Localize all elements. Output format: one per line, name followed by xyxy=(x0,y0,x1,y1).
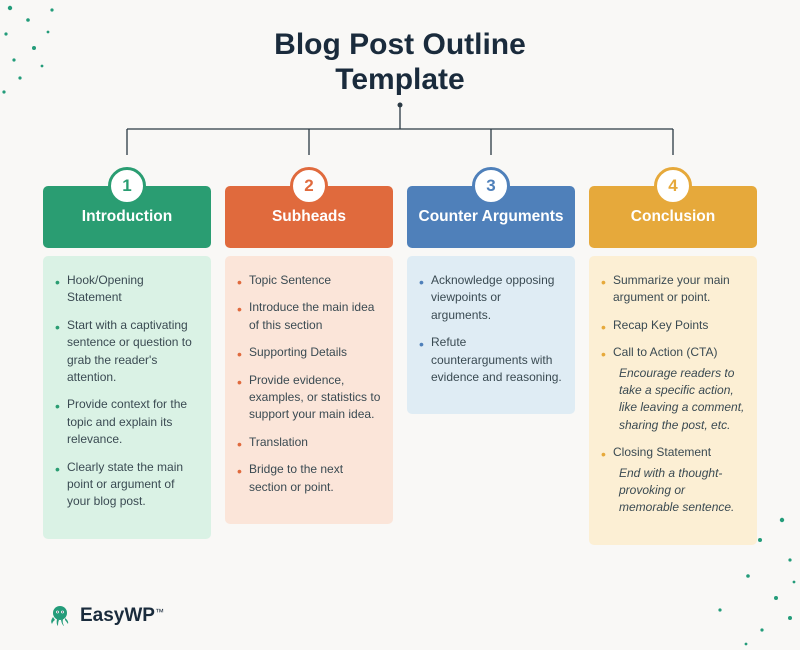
column-content: Summarize your main argument or point. Re… xyxy=(589,256,757,545)
column-badge: 3 xyxy=(472,167,510,205)
column-4: 4ConclusionSummarize your main argument … xyxy=(589,167,757,545)
list-item: Provide evidence, examples, or statistic… xyxy=(237,372,381,424)
columns-container: 1IntroductionHook/Opening StatementStart… xyxy=(0,167,800,545)
column-2: 2SubheadsTopic SentenceIntroduce the mai… xyxy=(225,167,393,545)
column-3: 3Counter ArgumentsAcknowledge opposing v… xyxy=(407,167,575,545)
column-badge: 2 xyxy=(290,167,328,205)
brand-name: EasyWP™ xyxy=(80,605,164,627)
list-item: Introduce the main idea of this section xyxy=(237,299,381,334)
list-item: Clearly state the main point or argument… xyxy=(55,459,199,511)
brand: EasyWP™ xyxy=(48,604,164,628)
list-item: Translation xyxy=(237,434,381,451)
list-item: Topic Sentence xyxy=(237,272,381,289)
list-item: Provide context for the topic and explai… xyxy=(55,396,199,448)
list-item: Hook/Opening Statement xyxy=(55,272,199,307)
octopus-icon xyxy=(48,604,72,628)
tree-connector xyxy=(0,97,800,167)
list-item: Bridge to the next section or point. xyxy=(237,461,381,496)
list-item: Acknowledge opposing viewpoints or argum… xyxy=(419,272,563,324)
column-badge: 1 xyxy=(108,167,146,205)
list-item: Recap Key Points xyxy=(601,317,745,334)
column-content: Acknowledge opposing viewpoints or argum… xyxy=(407,256,575,414)
list-item: Supporting Details xyxy=(237,344,381,361)
column-badge: 4 xyxy=(654,167,692,205)
list-item: Closing StatementEnd with a thought-prov… xyxy=(601,444,745,517)
page-title: Blog Post OutlineTemplate xyxy=(0,0,800,97)
list-item: Summarize your main argument or point. xyxy=(601,272,745,307)
list-item: Refute counterarguments with evidence an… xyxy=(419,334,563,386)
column-1: 1IntroductionHook/Opening StatementStart… xyxy=(43,167,211,545)
column-content: Topic Sentence Introduce the main idea of… xyxy=(225,256,393,524)
list-item: Start with a captivating sentence or que… xyxy=(55,317,199,387)
column-content: Hook/Opening Statement Start with a capti… xyxy=(43,256,211,539)
list-item: Call to Action (CTA)Encourage readers to… xyxy=(601,344,745,434)
